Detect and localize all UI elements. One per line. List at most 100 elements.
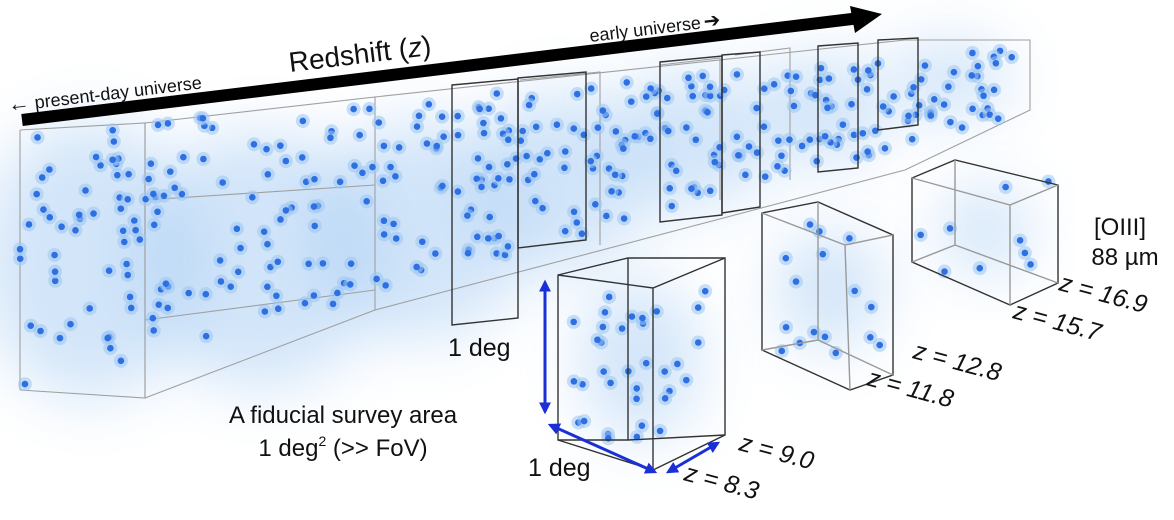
galaxy-point xyxy=(125,171,132,178)
galaxy-point xyxy=(109,127,116,134)
galaxy-point xyxy=(57,335,64,342)
galaxy-point xyxy=(916,102,923,109)
galaxy-point xyxy=(620,145,627,152)
galaxy-point xyxy=(876,342,883,349)
galaxy-point xyxy=(480,120,487,127)
galaxy-point xyxy=(922,62,929,69)
galaxy-point xyxy=(742,172,749,179)
galaxy-point xyxy=(264,241,271,248)
galaxy-point xyxy=(819,251,826,258)
galaxy-point xyxy=(432,250,439,257)
galaxy-point xyxy=(846,235,853,242)
galaxy-point xyxy=(976,265,983,272)
galaxy-point xyxy=(621,215,628,222)
galaxy-point xyxy=(439,183,446,190)
galaxy-point xyxy=(822,333,829,340)
galaxy-point xyxy=(72,227,79,234)
galaxy-point xyxy=(674,361,681,368)
galaxy-point xyxy=(761,85,768,92)
galaxy-point xyxy=(639,315,646,322)
galaxy-point xyxy=(688,185,695,192)
galaxy-point xyxy=(824,104,831,111)
galaxy-point xyxy=(840,121,847,128)
galaxy-point xyxy=(643,360,650,367)
galaxy-point xyxy=(347,281,354,288)
galaxy-point xyxy=(26,221,33,228)
galaxy-point xyxy=(910,84,917,91)
galaxy-point xyxy=(351,162,358,169)
galaxy-point xyxy=(664,95,671,102)
galaxy-point xyxy=(633,385,640,392)
galaxy-point xyxy=(523,153,530,160)
galaxy-point xyxy=(311,203,318,210)
galaxy-point xyxy=(851,66,858,73)
galaxy-point xyxy=(359,169,366,176)
galaxy-point xyxy=(277,142,284,149)
galaxy-point xyxy=(969,106,976,113)
galaxy-point xyxy=(865,67,872,74)
galaxy-point xyxy=(570,125,577,132)
galaxy-point xyxy=(544,150,551,157)
galaxy-point xyxy=(587,158,594,165)
galaxy-point xyxy=(149,315,156,322)
galaxy-point xyxy=(505,243,512,250)
galaxy-point xyxy=(249,194,256,201)
galaxy-point xyxy=(735,152,742,159)
galaxy-point xyxy=(783,255,790,262)
galaxy-point xyxy=(707,188,714,195)
galaxy-point xyxy=(554,121,561,128)
galaxy-point xyxy=(657,428,664,435)
arrow-left-icon: ← xyxy=(6,89,31,116)
galaxy-point xyxy=(464,212,471,219)
galaxy-point xyxy=(46,166,53,173)
galaxy-point xyxy=(685,74,692,81)
galaxy-point xyxy=(300,118,307,125)
galaxy-point xyxy=(131,217,138,224)
galaxy-point xyxy=(493,90,500,97)
galaxy-point xyxy=(581,418,588,425)
galaxy-point xyxy=(668,203,675,210)
galaxy-point xyxy=(704,109,711,116)
galaxy-point xyxy=(46,214,53,221)
galaxy-point xyxy=(771,81,778,88)
galaxy-point xyxy=(390,221,397,228)
galaxy-point xyxy=(311,223,318,230)
galaxy-point xyxy=(608,188,615,195)
vertical-scale-label: 1 deg xyxy=(448,334,511,362)
galaxy-point xyxy=(778,152,785,159)
galaxy-point xyxy=(263,146,270,153)
galaxy-point xyxy=(683,124,690,131)
galaxy-point xyxy=(917,232,924,239)
galaxy-point xyxy=(455,132,462,139)
galaxy-point xyxy=(380,178,387,185)
galaxy-point xyxy=(439,113,446,120)
galaxy-point xyxy=(623,79,630,86)
galaxy-point xyxy=(424,140,431,147)
galaxy-point xyxy=(951,69,958,76)
galaxy-point xyxy=(334,290,341,297)
galaxy-point xyxy=(619,325,626,332)
galaxy-point xyxy=(613,128,620,135)
galaxy-point xyxy=(811,329,818,336)
galaxy-point xyxy=(695,304,702,311)
galaxy-point xyxy=(571,378,578,385)
galaxy-point xyxy=(274,258,281,265)
galaxy-point xyxy=(414,123,421,130)
galaxy-point xyxy=(606,294,613,301)
galaxy-point xyxy=(37,328,44,335)
galaxy-point xyxy=(17,246,24,253)
galaxy-point xyxy=(571,209,578,216)
galaxy-point xyxy=(822,133,829,140)
galaxy-point xyxy=(348,260,355,267)
galaxy-point xyxy=(734,133,741,140)
galaxy-point xyxy=(151,222,158,229)
galaxy-point xyxy=(853,154,860,161)
galaxy-point xyxy=(600,368,607,375)
galaxy-point xyxy=(200,115,207,122)
galaxy-point xyxy=(132,227,139,234)
galaxy-point xyxy=(118,357,125,364)
z-label: z = 9.0 xyxy=(735,428,816,475)
galaxy-point xyxy=(145,176,152,183)
galaxy-point xyxy=(562,228,569,235)
galaxy-point xyxy=(150,327,157,334)
